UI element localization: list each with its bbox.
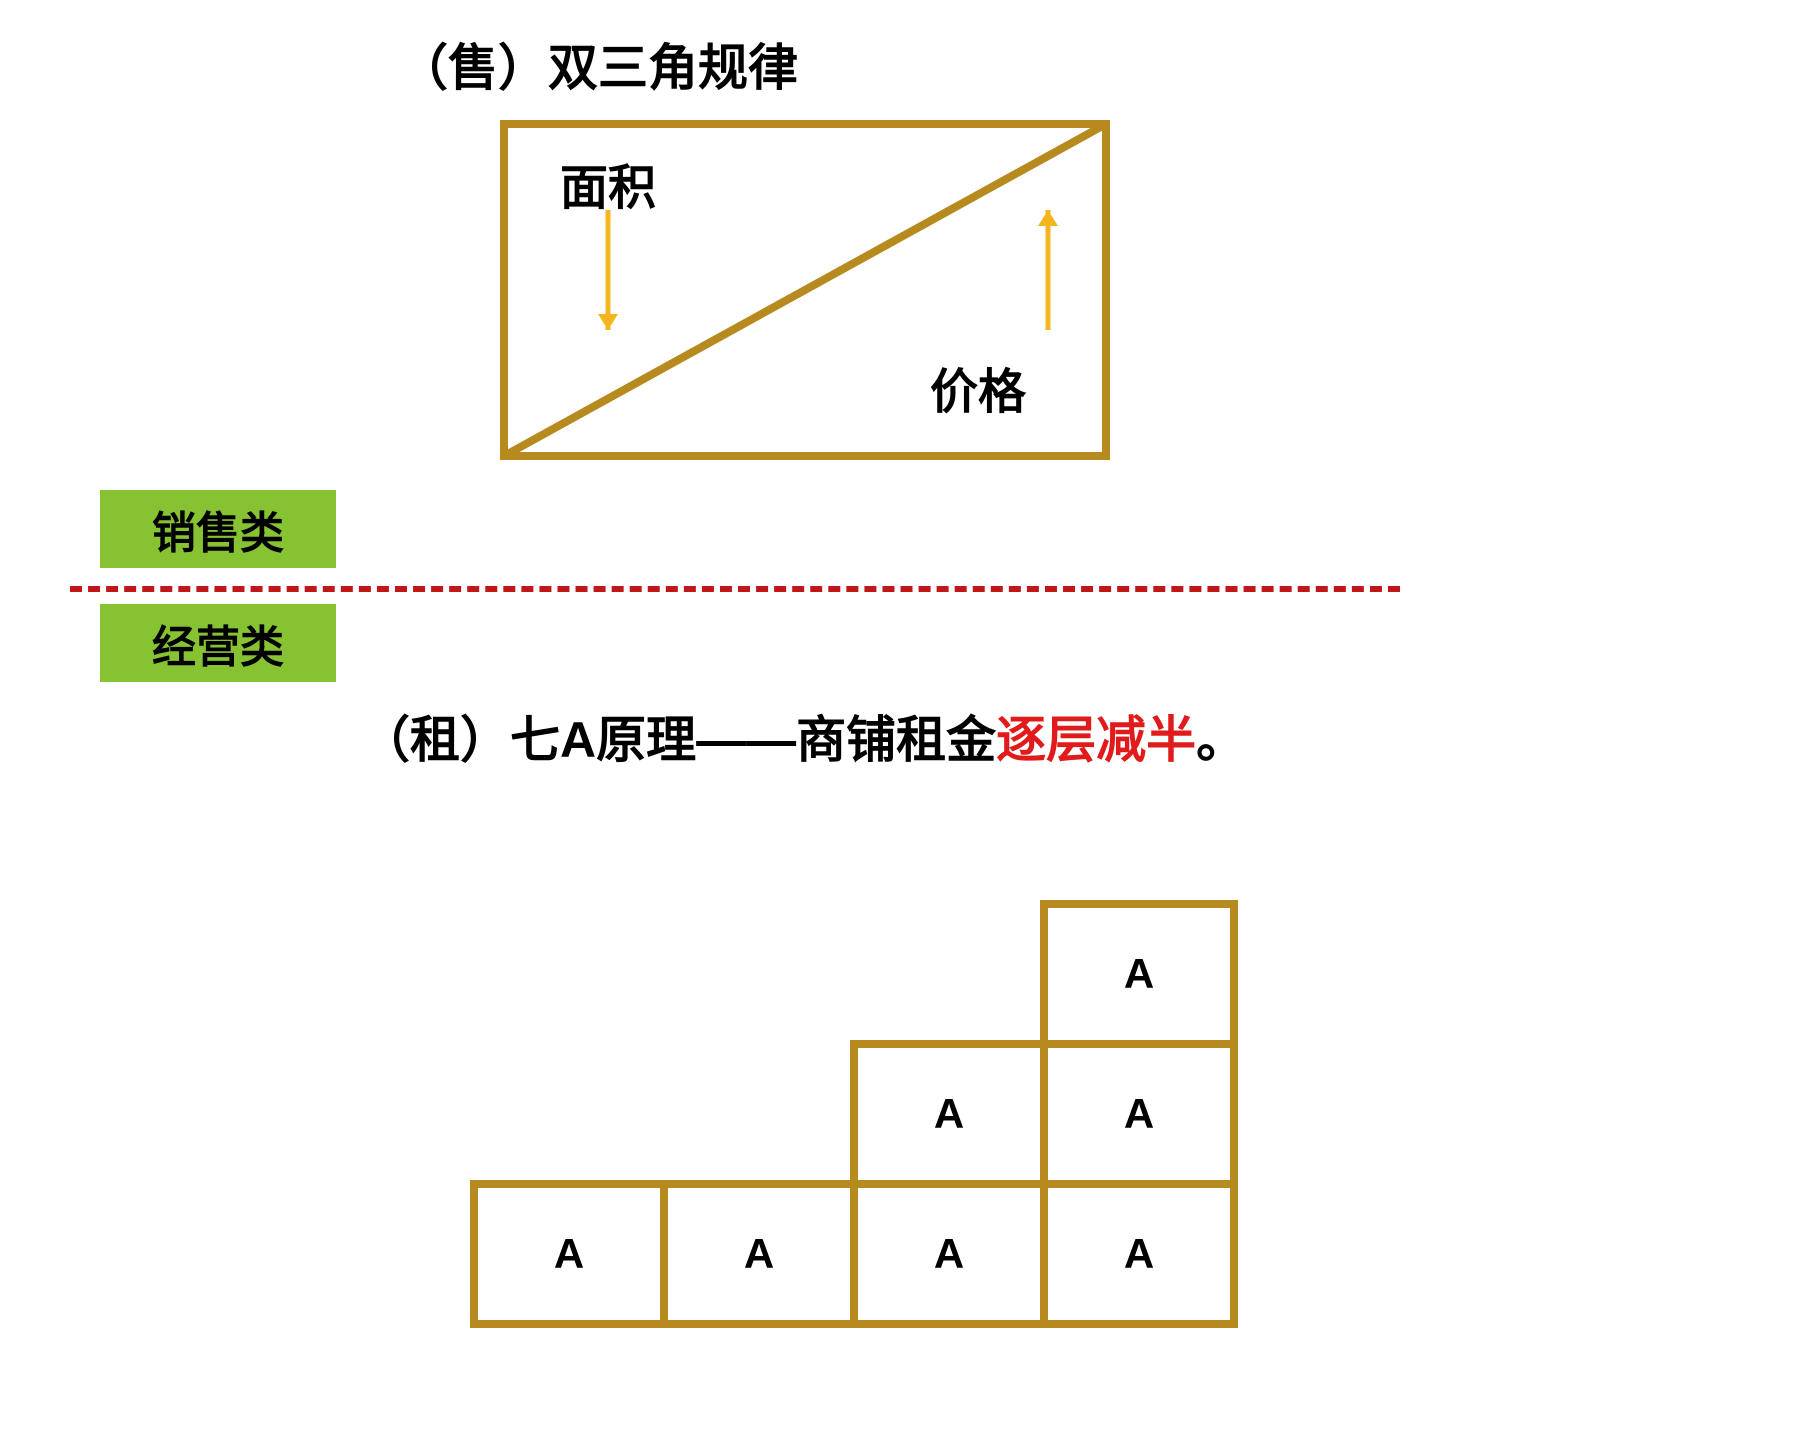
label-price: 价格 bbox=[930, 352, 1026, 422]
title-double-triangle: （售）双三角规律 bbox=[398, 28, 798, 100]
grid-cell: A bbox=[660, 1180, 858, 1328]
title2-part: 逐层减半 bbox=[996, 712, 1196, 768]
grid-cell: A bbox=[1040, 900, 1238, 1048]
grid-cell: A bbox=[1040, 1180, 1238, 1328]
title2-part: （租）七A原理——商铺租金 bbox=[360, 712, 996, 768]
grid-cell: A bbox=[470, 1180, 668, 1328]
badge-sales: 销售类 bbox=[100, 490, 336, 568]
grid-cell: A bbox=[1040, 1040, 1238, 1188]
title-seven-a: （租）七A原理——商铺租金逐层减半。 bbox=[360, 700, 1246, 772]
label-area: 面积 bbox=[560, 148, 656, 218]
title2-part: 。 bbox=[1196, 712, 1246, 768]
grid-cell: A bbox=[850, 1040, 1048, 1188]
badge-operate: 经营类 bbox=[100, 604, 336, 682]
divider-dashed bbox=[70, 586, 1400, 592]
page: （售）双三角规律 面积 价格 销售类 经营类 （租）七A原理——商铺租金逐层减半… bbox=[0, 0, 1798, 1445]
grid-cell: A bbox=[850, 1180, 1048, 1328]
